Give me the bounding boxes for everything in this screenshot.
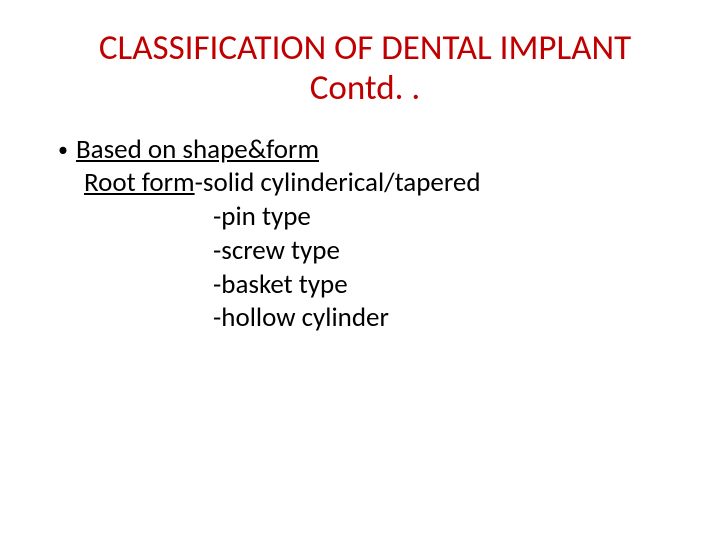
bullet-item: • Based on shape&form — [58, 133, 680, 167]
type-line-3: -basket type — [58, 268, 680, 302]
bullet-label: Based on shape&form — [76, 133, 319, 167]
slide-title: CLASSIFICATION OF DENTAL IMPLANT Contd. … — [50, 28, 680, 109]
root-form-line: Root form-solid cylinderical/tapered — [58, 166, 680, 200]
root-form-suffix: -solid cylinderical/tapered — [195, 166, 481, 199]
type-line-1: -pin type — [58, 200, 680, 234]
bullet-marker: • — [58, 138, 68, 163]
root-form-label: Root form — [84, 166, 195, 199]
content-area: • Based on shape&form Root form-solid cy… — [50, 133, 680, 336]
title-line-2: Contd. . — [310, 67, 421, 109]
slide-container: CLASSIFICATION OF DENTAL IMPLANT Contd. … — [0, 0, 720, 540]
type-line-4: -hollow cylinder — [58, 301, 680, 335]
type-line-2: -screw type — [58, 234, 680, 268]
title-line-1: CLASSIFICATION OF DENTAL IMPLANT — [99, 27, 631, 69]
